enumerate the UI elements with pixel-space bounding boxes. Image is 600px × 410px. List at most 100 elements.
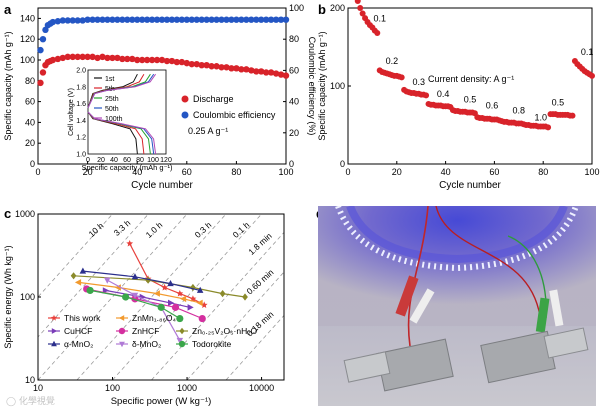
ce-point xyxy=(183,16,190,23)
inset-x-axis-label: Specific capacity (mAh g⁻¹) xyxy=(81,163,173,172)
x-tick-label-b: 100 xyxy=(584,167,599,177)
rate-point xyxy=(545,124,552,131)
time-line xyxy=(225,314,284,380)
clip-green-right xyxy=(535,297,550,333)
ce-point xyxy=(119,16,126,23)
rate-label: 0.5 xyxy=(552,98,565,108)
ce-point xyxy=(258,16,265,23)
inset-frame-a xyxy=(87,69,167,155)
discharge-point xyxy=(208,63,215,70)
discharge-point xyxy=(119,55,126,63)
ragone-point xyxy=(176,290,184,297)
time-line xyxy=(76,214,227,380)
ce-point xyxy=(198,16,205,23)
ragone-point xyxy=(131,292,139,299)
led-ring-inner xyxy=(346,206,568,264)
legend-marker-c xyxy=(178,340,186,348)
discharge-point xyxy=(79,53,86,61)
discharge-point xyxy=(262,69,270,76)
inset-y-tick-label: 1.8 xyxy=(76,84,86,91)
legend-label-discharge: Discharge xyxy=(193,94,234,104)
legend-marker-c xyxy=(51,340,57,347)
x-tick-label-a: 60 xyxy=(182,167,192,177)
ce-point xyxy=(42,26,49,34)
axes-frame-a xyxy=(37,7,287,165)
legend-marker-c xyxy=(51,314,57,321)
ragone-point xyxy=(190,283,196,292)
x-tick-label-a: 0 xyxy=(35,167,40,177)
ragone-point xyxy=(126,240,134,247)
x-tick-label-a: 100 xyxy=(278,167,293,177)
ce-point xyxy=(158,16,166,23)
ce-point xyxy=(153,16,161,23)
ce-point xyxy=(138,16,146,23)
y-axis-label-c: Specific energy (Wh kg⁻¹) xyxy=(3,245,13,348)
legend-label-ce: Coulombic efficiency xyxy=(193,110,276,120)
ce-point xyxy=(124,16,131,23)
ce-point xyxy=(282,16,290,23)
ce-point xyxy=(94,16,101,23)
x-tick-label-b: 20 xyxy=(392,167,402,177)
inset-y-tick-label: 1.4 xyxy=(76,118,86,125)
ce-point xyxy=(64,17,71,24)
x-axis-label-c: Specific power (W kg⁻¹) xyxy=(111,396,212,407)
time-line xyxy=(38,214,149,338)
axes-frame-b xyxy=(347,7,593,165)
ce-point xyxy=(148,16,156,23)
rate-point xyxy=(374,29,381,36)
led-ring xyxy=(335,206,579,272)
discharge-point xyxy=(173,58,181,66)
y-tick-label-c: 1000 xyxy=(15,209,35,219)
ragone-point xyxy=(104,277,111,284)
discharge-point xyxy=(129,55,136,63)
legend-marker-c xyxy=(118,327,126,335)
inset-x-tick-label: 60 xyxy=(123,157,131,164)
y-tick-label-c: 10 xyxy=(25,375,35,385)
x-tick-label-a: 20 xyxy=(83,167,93,177)
x-axis-label-b: Cycle number xyxy=(439,180,501,191)
y-axis-label-a: Specific capacity (mAh g⁻¹) xyxy=(3,31,13,140)
ce-point xyxy=(49,18,57,26)
ragone-line xyxy=(89,289,181,320)
rate-label: 0.1 xyxy=(373,13,386,23)
watermark: ◯ 化學視覺 xyxy=(6,397,55,407)
ragone-point xyxy=(187,304,194,311)
y-axis-label-b: Specific capacity (mAh g⁻¹) xyxy=(317,31,327,140)
discharge-point xyxy=(282,72,290,79)
rate-label: 0.8 xyxy=(513,105,526,115)
chart-a: 0 20 40 60 80 1000204060801001201400204060801… xyxy=(3,3,317,191)
y-tick-label-a: 80 xyxy=(25,76,35,86)
x-tick-label-c: 10000 xyxy=(249,383,274,393)
rate-point xyxy=(589,72,595,79)
discharge-point xyxy=(84,53,91,61)
y-tick-label-b: 200 xyxy=(330,3,345,13)
x-tick-label-a: 80 xyxy=(231,167,241,177)
discharge-point xyxy=(243,66,250,73)
ce-point xyxy=(69,17,76,24)
time-line xyxy=(151,231,284,380)
inset-y-tick-label: 2.0 xyxy=(76,68,86,75)
discharge-point xyxy=(193,60,200,68)
battery-right-foil xyxy=(543,327,589,359)
time-line xyxy=(38,214,188,380)
time-line-label: 1.0 h xyxy=(144,220,165,240)
ce-point xyxy=(37,46,44,54)
photo-panel-d xyxy=(318,206,596,406)
discharge-point xyxy=(138,56,146,64)
ragone-point xyxy=(131,273,139,280)
ragone-point xyxy=(198,314,206,323)
discharge-point xyxy=(134,56,141,64)
time-line-label: 0.3 h xyxy=(193,220,214,240)
discharge-point xyxy=(114,54,121,62)
discharge-point xyxy=(99,53,106,61)
ce-point xyxy=(84,16,91,23)
discharge-point xyxy=(109,54,116,62)
ce-point xyxy=(228,16,235,23)
ce-point xyxy=(203,16,210,23)
battery-left-foil xyxy=(343,351,391,383)
discharge-point xyxy=(272,70,280,77)
discharge-point xyxy=(228,65,235,72)
time-line-label: 10 h xyxy=(86,220,105,239)
ce-point xyxy=(114,16,121,23)
